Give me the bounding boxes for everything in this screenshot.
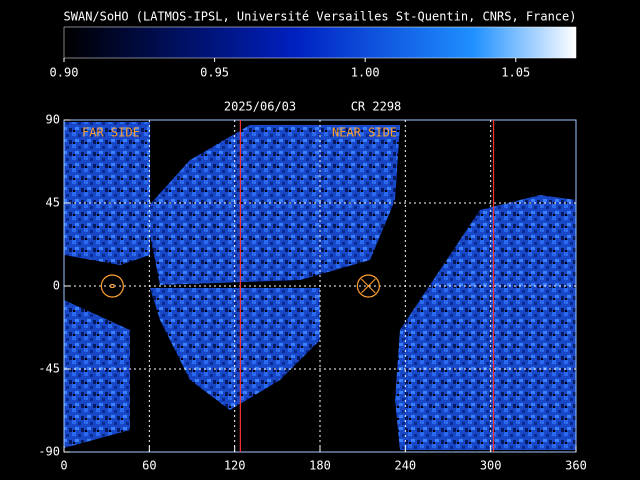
colorbar: [63, 26, 577, 59]
far-side-label: FAR SIDE: [82, 126, 140, 140]
colorbar-tick-label: 1.05: [501, 66, 530, 80]
y-tick-label: 45: [46, 196, 60, 210]
symbol: [100, 274, 124, 298]
date: 2025/06/03: [224, 100, 296, 114]
symbol-dot: [110, 284, 115, 288]
title: SWAN/SoHO (LATMOS-IPSL, Université Versa…: [64, 10, 577, 24]
symbol: [356, 274, 380, 298]
y-tick-label: 90: [46, 113, 60, 127]
y-tick-label: 0: [53, 279, 60, 293]
x-tick-label: 240: [394, 459, 416, 473]
colorbar-tick-label: 1.00: [351, 66, 380, 80]
x-tick-label: 300: [480, 459, 502, 473]
x-tick-label: 360: [565, 459, 587, 473]
rotation: CR 2298: [351, 100, 402, 114]
y-tick-label: -45: [38, 362, 60, 376]
colorbar-tick-label: 0.90: [50, 66, 79, 80]
x-tick-label: 0: [60, 459, 67, 473]
x-tick-label: 180: [309, 459, 331, 473]
x-tick-label: 60: [142, 459, 156, 473]
symbol-cross: [361, 278, 376, 294]
sky-texture: [64, 122, 576, 450]
colorbar-tick-label: 0.95: [200, 66, 229, 80]
y-tick-label: -90: [38, 445, 60, 459]
near-side-label: NEAR SIDE: [332, 126, 397, 140]
x-tick-label: 120: [224, 459, 246, 473]
